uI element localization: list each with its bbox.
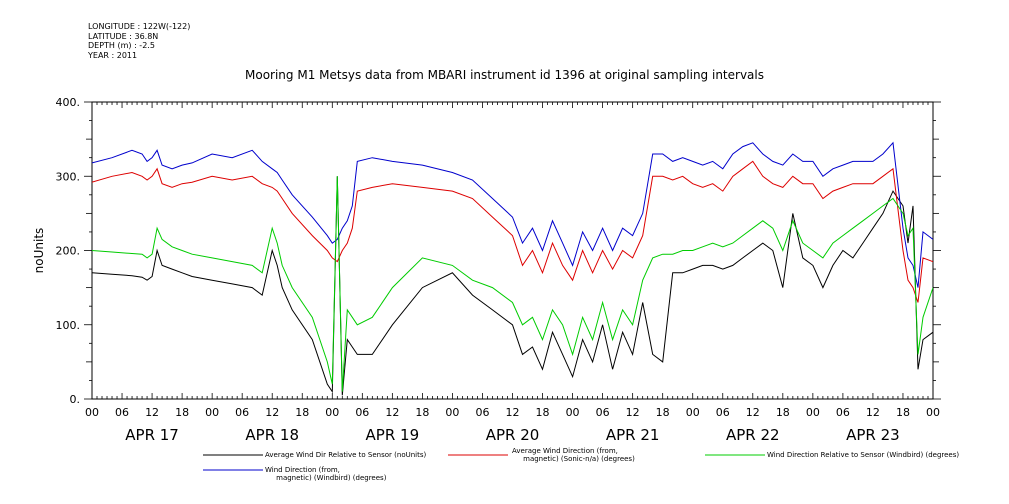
x-tick-label: 00 [566, 406, 580, 419]
x-tick-label: 00 [686, 406, 700, 419]
y-axis-label: noUnits [32, 228, 46, 274]
year-label: YEAR : 2011 [88, 50, 138, 60]
plot-frame [91, 101, 934, 400]
x-tick-label: 00 [926, 406, 940, 419]
legend-entry-red: Average Wind Direction (from, magnetic) … [512, 447, 635, 463]
y-tick-label: 0. [70, 393, 81, 406]
latitude-label: LATITUDE : 36.8N [88, 31, 159, 41]
series-line-3 [92, 176, 933, 392]
depth-label: DEPTH (m) : -2.5 [88, 41, 155, 50]
series-line-4 [92, 141, 933, 288]
x-tick-label: 00 [806, 406, 820, 419]
x-tick-label: 12 [506, 406, 520, 419]
day-label: APR 18 [245, 426, 299, 444]
x-tick-label: 18 [776, 406, 790, 419]
x-tick-label: 00 [445, 406, 459, 419]
series-line-2 [92, 160, 933, 303]
x-tick-label: 18 [536, 406, 550, 419]
x-tick-label: 06 [355, 406, 369, 419]
legend-entry-black: Average Wind Dir Relative to Sensor (noU… [265, 451, 427, 459]
x-tick-label: 06 [115, 406, 129, 419]
x-tick-label: 18 [896, 406, 910, 419]
y-tick-label: 200. [56, 245, 81, 258]
day-label: APR 17 [125, 426, 179, 444]
day-label: APR 22 [726, 426, 780, 444]
x-tick-label: 12 [866, 406, 880, 419]
y-tick-label: 300. [56, 170, 81, 183]
day-label: APR 23 [846, 426, 900, 444]
x-tick-label: 06 [596, 406, 610, 419]
x-tick-label: 00 [85, 406, 99, 419]
x-tick-label: 12 [746, 406, 760, 419]
x-tick-label: 12 [385, 406, 399, 419]
x-tick-label: 12 [265, 406, 279, 419]
legend-entry-blue: Wind Direction (from, magnetic) (Windbir… [265, 466, 387, 482]
x-tick-label: 12 [145, 406, 159, 419]
x-tick-label: 06 [836, 406, 850, 419]
y-tick-label: 400. [56, 96, 81, 109]
x-tick-label: 00 [325, 406, 339, 419]
x-tick-label: 18 [295, 406, 309, 419]
chart-title: Mooring M1 Metsys data from MBARI instru… [245, 68, 764, 82]
x-tick-label: 06 [475, 406, 489, 419]
day-label: APR 21 [606, 426, 660, 444]
x-tick-label: 18 [415, 406, 429, 419]
longitude-label: LONGITUDE : 122W(-122) [88, 22, 191, 31]
legend-entry-green: Wind Direction Relative to Sensor (Windb… [767, 451, 960, 459]
x-tick-label: 18 [175, 406, 189, 419]
x-tick-label: 18 [656, 406, 670, 419]
series-line-1 [92, 176, 933, 396]
x-tick-label: 06 [716, 406, 730, 419]
x-tick-label: 06 [235, 406, 249, 419]
x-tick-label: 00 [205, 406, 219, 419]
x-tick-label: 12 [626, 406, 640, 419]
day-label: APR 20 [486, 426, 540, 444]
metadata-block: LONGITUDE : 122W(-122) LATITUDE : 36.8N … [88, 22, 190, 60]
y-tick-label: 100. [56, 319, 81, 332]
day-label: APR 19 [366, 426, 420, 444]
